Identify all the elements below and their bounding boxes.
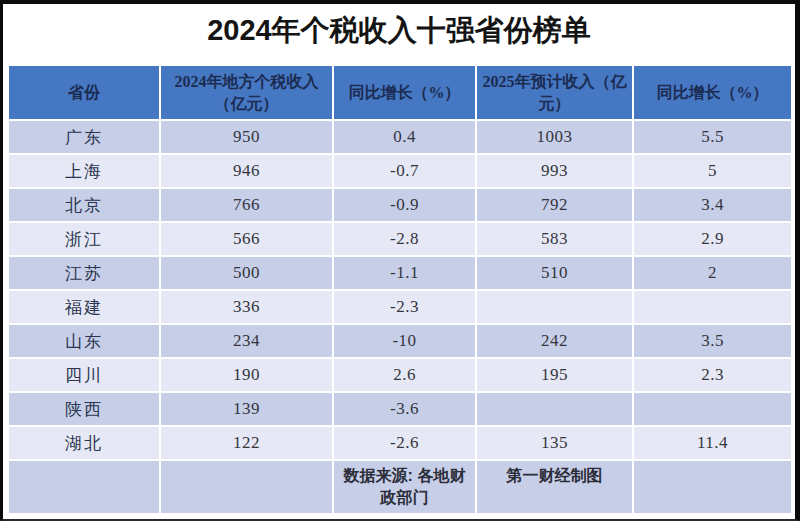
yoy-2024-cell: -2.3 (334, 291, 475, 323)
province-cell: 江苏 (9, 257, 159, 289)
yoy-2024-cell: 0.4 (334, 121, 475, 153)
table-row: 陕西 139 -3.6 (9, 393, 791, 425)
income-2025-cell: 135 (477, 427, 632, 459)
income-2025-cell: 510 (477, 257, 632, 289)
yoy-2025-cell-empty (634, 393, 791, 425)
yoy-2024-cell: -1.1 (334, 257, 475, 289)
table-row: 浙江 566 -2.8 583 2.9 (9, 223, 791, 255)
income-2024-cell: 566 (161, 223, 332, 255)
yoy-2025-cell: 5 (634, 155, 791, 187)
province-cell: 福建 (9, 291, 159, 323)
income-2024-cell: 234 (161, 325, 332, 357)
yoy-2025-cell-empty (634, 291, 791, 323)
yoy-2024-cell: -2.6 (334, 427, 475, 459)
income-2024-cell: 139 (161, 393, 332, 425)
column-header-income-2025: 2025年预计收入（亿元） (477, 66, 632, 119)
footer-cell-empty (634, 461, 791, 513)
table-row: 广东 950 0.4 1003 5.5 (9, 121, 791, 153)
yoy-2025-cell: 2.9 (634, 223, 791, 255)
table-row: 四川 190 2.6 195 2.3 (9, 359, 791, 391)
province-cell: 陕西 (9, 393, 159, 425)
table-row: 湖北 122 -2.6 135 11.4 (9, 427, 791, 459)
data-source-note: 数据来源: 各地财政部门 (334, 461, 475, 513)
ranking-table: 省份 2024年地方个税收入（亿元） 同比增长（%） 2025年预计收入（亿元）… (7, 64, 793, 515)
column-header-yoy-2024: 同比增长（%） (334, 66, 475, 119)
income-2025-cell: 583 (477, 223, 632, 255)
income-2025-cell-empty (477, 291, 632, 323)
yoy-2025-cell: 11.4 (634, 427, 791, 459)
table-row: 上海 946 -0.7 993 5 (9, 155, 791, 187)
income-2025-cell: 195 (477, 359, 632, 391)
income-2025-cell: 242 (477, 325, 632, 357)
province-cell: 北京 (9, 189, 159, 221)
province-cell: 浙江 (9, 223, 159, 255)
income-2024-cell: 766 (161, 189, 332, 221)
column-header-income-2024: 2024年地方个税收入（亿元） (161, 66, 332, 119)
yoy-2025-cell: 3.4 (634, 189, 791, 221)
province-cell: 上海 (9, 155, 159, 187)
column-header-province: 省份 (9, 66, 159, 119)
yoy-2025-cell: 2 (634, 257, 791, 289)
yoy-2024-cell: -3.6 (334, 393, 475, 425)
footer-cell-empty (9, 461, 159, 513)
income-2024-cell: 946 (161, 155, 332, 187)
yoy-2025-cell: 5.5 (634, 121, 791, 153)
table-row: 北京 766 -0.9 792 3.4 (9, 189, 791, 221)
yoy-2024-cell: -2.8 (334, 223, 475, 255)
yoy-2024-cell: -10 (334, 325, 475, 357)
yoy-2024-cell: -0.7 (334, 155, 475, 187)
footer-cell-empty (161, 461, 332, 513)
income-2025-cell: 792 (477, 189, 632, 221)
table-row: 江苏 500 -1.1 510 2 (9, 257, 791, 289)
yoy-2025-cell: 2.3 (634, 359, 791, 391)
yoy-2024-cell: -0.9 (334, 189, 475, 221)
credit-note: 第一财经制图 (477, 461, 632, 513)
income-2024-cell: 950 (161, 121, 332, 153)
income-2024-cell: 190 (161, 359, 332, 391)
province-cell: 四川 (9, 359, 159, 391)
column-header-yoy-2025: 同比增长（%） (634, 66, 791, 119)
income-2025-cell: 993 (477, 155, 632, 187)
yoy-2025-cell: 3.5 (634, 325, 791, 357)
yoy-2024-cell: 2.6 (334, 359, 475, 391)
page-title: 2024年个税收入十强省份榜单 (3, 11, 795, 51)
province-cell: 山东 (9, 325, 159, 357)
income-2024-cell: 336 (161, 291, 332, 323)
income-2024-cell: 122 (161, 427, 332, 459)
table-row: 福建 336 -2.3 (9, 291, 791, 323)
income-2025-cell: 1003 (477, 121, 632, 153)
table-header-row: 省份 2024年地方个税收入（亿元） 同比增长（%） 2025年预计收入（亿元）… (9, 66, 791, 119)
table-footer-row: 数据来源: 各地财政部门 第一财经制图 (9, 461, 791, 513)
province-cell: 湖北 (9, 427, 159, 459)
province-cell: 广东 (9, 121, 159, 153)
income-2025-cell-empty (477, 393, 632, 425)
income-2024-cell: 500 (161, 257, 332, 289)
table-row: 山东 234 -10 242 3.5 (9, 325, 791, 357)
infographic-frame: 2024年个税收入十强省份榜单 省份 2024年地方个税收入（亿元） 同比增长（… (0, 0, 800, 521)
